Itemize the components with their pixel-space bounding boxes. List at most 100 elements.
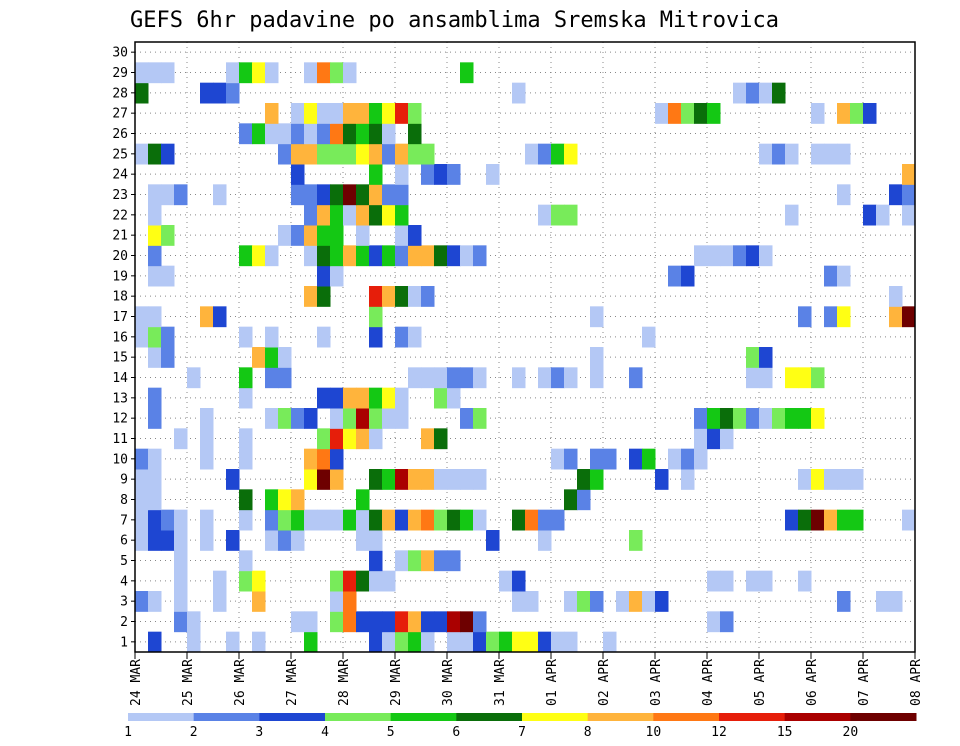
heatmap-cell (408, 631, 422, 653)
heatmap-cell (343, 591, 357, 612)
heatmap-cell (889, 286, 903, 307)
heatmap-cell (460, 245, 474, 267)
heatmap-cell (551, 631, 565, 653)
heatmap-cell (746, 347, 760, 368)
heatmap-cell (720, 428, 734, 450)
heatmap-cell (382, 204, 396, 226)
heatmap-cell (421, 469, 435, 490)
heatmap-cell (564, 489, 578, 511)
x-tick-label: 30 MAR (441, 659, 456, 706)
heatmap-cell (356, 103, 370, 124)
heatmap-cell (538, 204, 552, 226)
heatmap-cell (798, 469, 812, 490)
heatmap-cell (681, 448, 695, 470)
heatmap-cell (720, 245, 734, 267)
y-tick-label: 5 (120, 554, 128, 569)
heatmap-cell (278, 225, 292, 246)
heatmap-cell (369, 123, 383, 145)
colorbar-swatch (193, 713, 260, 721)
heatmap-cell (421, 164, 435, 185)
heatmap-cell (200, 448, 214, 470)
heatmap-cell (395, 225, 409, 246)
heatmap-cell (356, 509, 370, 531)
heatmap-cell (850, 469, 864, 490)
heatmap-cell (369, 245, 383, 267)
y-tick-label: 14 (112, 371, 128, 386)
heatmap-cell (473, 408, 487, 429)
heatmap-cell (135, 489, 149, 511)
heatmap-cell (252, 123, 266, 145)
heatmap-cell (876, 204, 890, 226)
heatmap-cell (421, 509, 435, 531)
heatmap-cell (837, 143, 851, 165)
heatmap-cell (343, 509, 357, 531)
heatmap-cell (187, 611, 201, 633)
colorbar-label: 15 (777, 725, 793, 740)
x-tick-label: 03 APR (649, 659, 664, 706)
heatmap-cell (239, 489, 253, 511)
heatmap-cell (304, 509, 318, 531)
heatmap-cell (356, 530, 370, 551)
heatmap-cell (707, 570, 721, 592)
heatmap-cell (395, 245, 409, 267)
heatmap-cell (278, 347, 292, 368)
heatmap-cell (239, 428, 253, 450)
heatmap-cell (759, 408, 773, 429)
heatmap-cell (382, 408, 396, 429)
heatmap-cell (265, 62, 279, 84)
heatmap-cell (369, 408, 383, 429)
y-axis: 1234567891011121314151617181920212223242… (112, 46, 135, 650)
colorbar-swatch (587, 713, 654, 721)
heatmap-cell (395, 550, 409, 572)
heatmap-cell (447, 245, 461, 267)
heatmap-cell (343, 387, 357, 409)
colorbar-label: 4 (321, 725, 329, 740)
heatmap-cell (837, 591, 851, 612)
heatmap-cell (330, 62, 344, 84)
heatmap-cell (200, 408, 214, 429)
heatmap-cell (772, 408, 786, 429)
heatmap-cell (434, 509, 448, 531)
heatmap-cell (434, 550, 448, 572)
colorbar-swatch (850, 713, 917, 721)
heatmap-cell (187, 367, 201, 389)
y-tick-label: 20 (112, 249, 128, 264)
heatmap-cell (343, 428, 357, 450)
heatmap-cell (759, 347, 773, 368)
heatmap-cell (837, 265, 851, 287)
colorbar-swatch (784, 713, 851, 721)
heatmap-cell (759, 82, 773, 104)
y-tick-label: 17 (112, 310, 128, 325)
heatmap-cell (824, 306, 838, 328)
heatmap-cell (356, 489, 370, 511)
heatmap-cell (369, 631, 383, 653)
heatmap-cell (135, 469, 149, 490)
heatmap-cell (148, 448, 162, 470)
heatmap-cell (798, 306, 812, 328)
heatmap-cell (369, 204, 383, 226)
x-tick-label: 25 MAR (181, 659, 196, 706)
y-tick-label: 1 (120, 635, 128, 650)
x-tick-label: 01 APR (545, 659, 560, 706)
colorbar-label: 8 (584, 725, 592, 740)
heatmap-cell (590, 347, 604, 368)
heatmap-cell (837, 306, 851, 328)
heatmap-cell (551, 509, 565, 531)
heatmap-cell (252, 591, 266, 612)
heatmap-cell (512, 367, 526, 389)
heatmap-cell (356, 408, 370, 429)
heatmap-cell (668, 103, 682, 124)
heatmap-cell (343, 123, 357, 145)
heatmap-cell (200, 82, 214, 104)
heatmap-cell (408, 469, 422, 490)
heatmap-cell (837, 103, 851, 124)
heatmap-cell (538, 509, 552, 531)
heatmap-cell (395, 184, 409, 206)
heatmap-cell (824, 143, 838, 165)
heatmap-cell (460, 509, 474, 531)
heatmap-cell (330, 570, 344, 592)
heatmap-cell (317, 265, 331, 287)
heatmap-cell (577, 489, 591, 511)
heatmap-cell (356, 611, 370, 633)
heatmap-cell (135, 326, 149, 348)
